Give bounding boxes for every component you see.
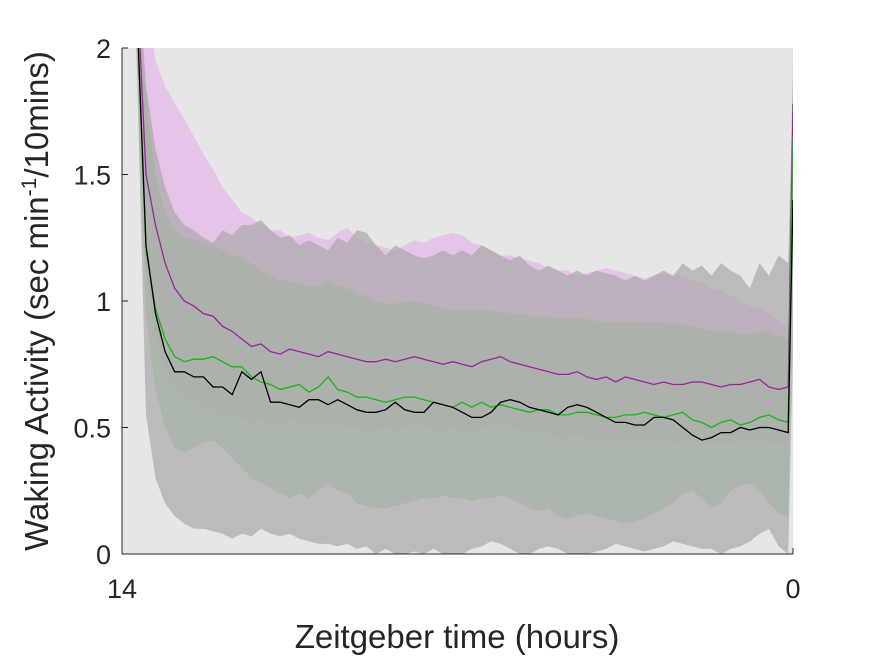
- y-axis-label-prefix: Waking Activity (sec min: [18, 196, 55, 551]
- y-tick-label: 0: [96, 540, 111, 570]
- x-tick-label: 14: [107, 574, 137, 604]
- x-tick-label: 0: [785, 574, 800, 604]
- y-tick-label: 1: [96, 287, 111, 317]
- y-ticks: 0 0.5 1 1.5 2: [73, 34, 128, 570]
- x-axis-label: Zeitgeber time (hours): [295, 618, 620, 655]
- y-tick-label: 0.5: [73, 414, 111, 444]
- y-tick-label: 2: [96, 34, 111, 64]
- y-axis-label: Waking Activity (sec min-1/10mins): [18, 51, 55, 551]
- y-axis-label-suffix: /10mins): [18, 51, 55, 178]
- x-ticks: 14 0: [107, 548, 801, 604]
- y-axis-label-superscript: -1: [18, 178, 41, 197]
- y-tick-label: 1.5: [73, 161, 111, 191]
